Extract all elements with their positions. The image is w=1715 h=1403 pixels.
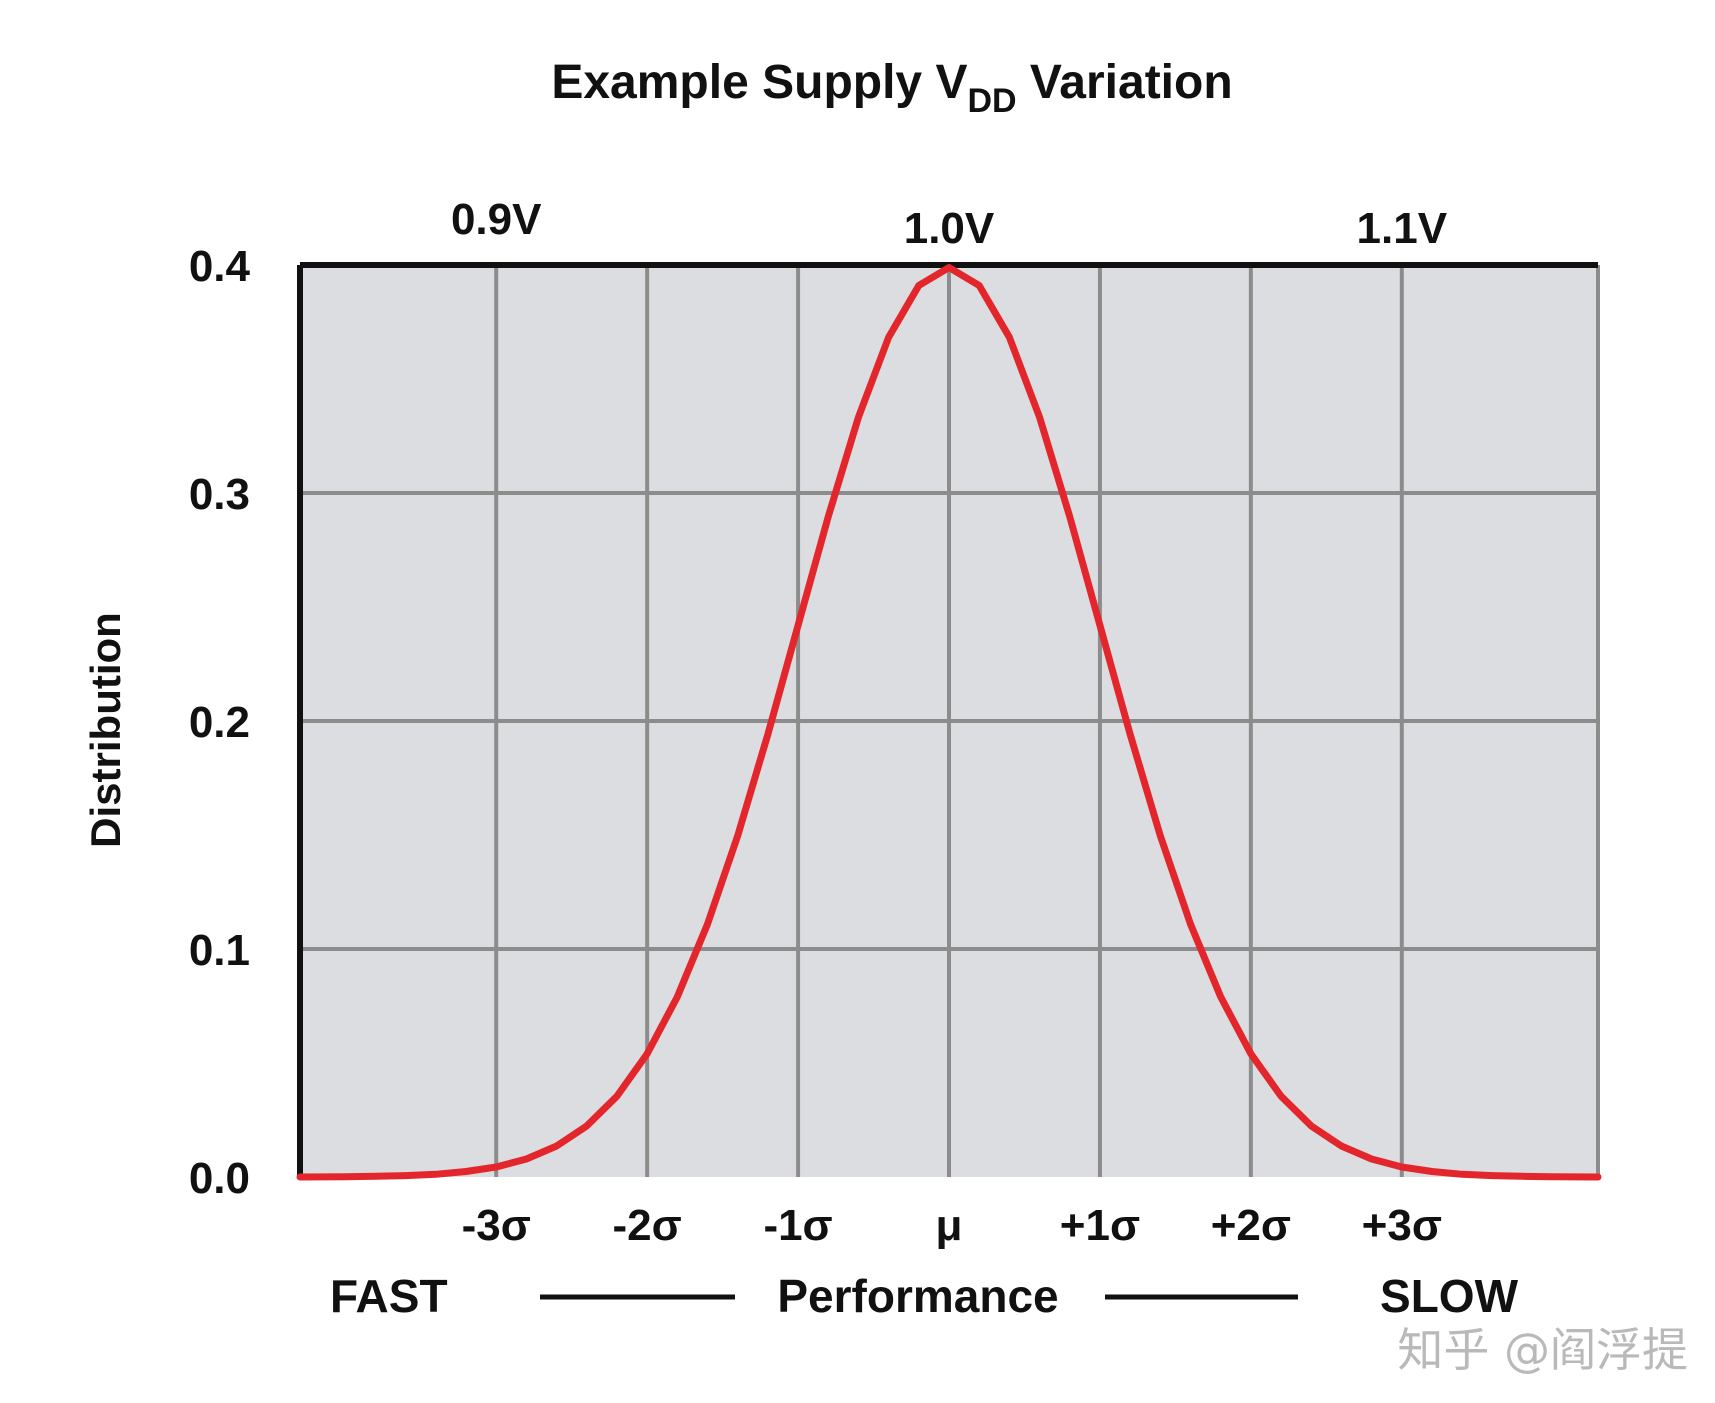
x-tick-label-1: -2σ — [613, 1201, 682, 1250]
performance-fast-label: FAST — [330, 1270, 448, 1322]
y-tick-label-4: 0.4 — [189, 242, 251, 291]
performance-label: Performance — [777, 1270, 1058, 1322]
x-tick-label-0: -3σ — [462, 1201, 531, 1250]
distribution-curve — [296, 264, 1602, 1181]
x-tick-label-6: +3σ — [1362, 1201, 1442, 1250]
x-tick-label-2: -1σ — [763, 1201, 832, 1250]
performance-slow-label: SLOW — [1380, 1270, 1519, 1322]
y-tick-label-1: 0.1 — [189, 926, 250, 975]
chart-title: Example Supply VDD Variation — [551, 56, 1232, 120]
x-tick-label-5: +2σ — [1211, 1201, 1291, 1250]
x-tick-label-4: +1σ — [1060, 1201, 1140, 1250]
voltage-label-1: 1.0V — [904, 204, 995, 253]
x-tick-label-3: μ — [936, 1201, 963, 1250]
y-axis-label: Distribution — [82, 612, 129, 848]
watermark-text: 知乎 @阎浮提 — [1397, 1323, 1688, 1377]
grid-lines — [300, 265, 1600, 1177]
voltage-label-2: 1.1V — [1357, 204, 1448, 253]
chart-title-subscript: DD — [967, 82, 1016, 120]
y-tick-labels: 0.0 0.1 0.2 0.3 0.4 — [189, 242, 251, 1203]
voltage-label-0: 0.9V — [451, 195, 542, 244]
voltage-labels: 0.9V 1.0V 1.1V — [451, 195, 1448, 253]
y-tick-label-0: 0.0 — [189, 1154, 250, 1203]
y-tick-label-3: 0.3 — [189, 470, 250, 519]
x-tick-labels: -3σ -2σ -1σ μ +1σ +2σ +3σ — [462, 1201, 1442, 1250]
y-tick-label-2: 0.2 — [189, 698, 250, 747]
